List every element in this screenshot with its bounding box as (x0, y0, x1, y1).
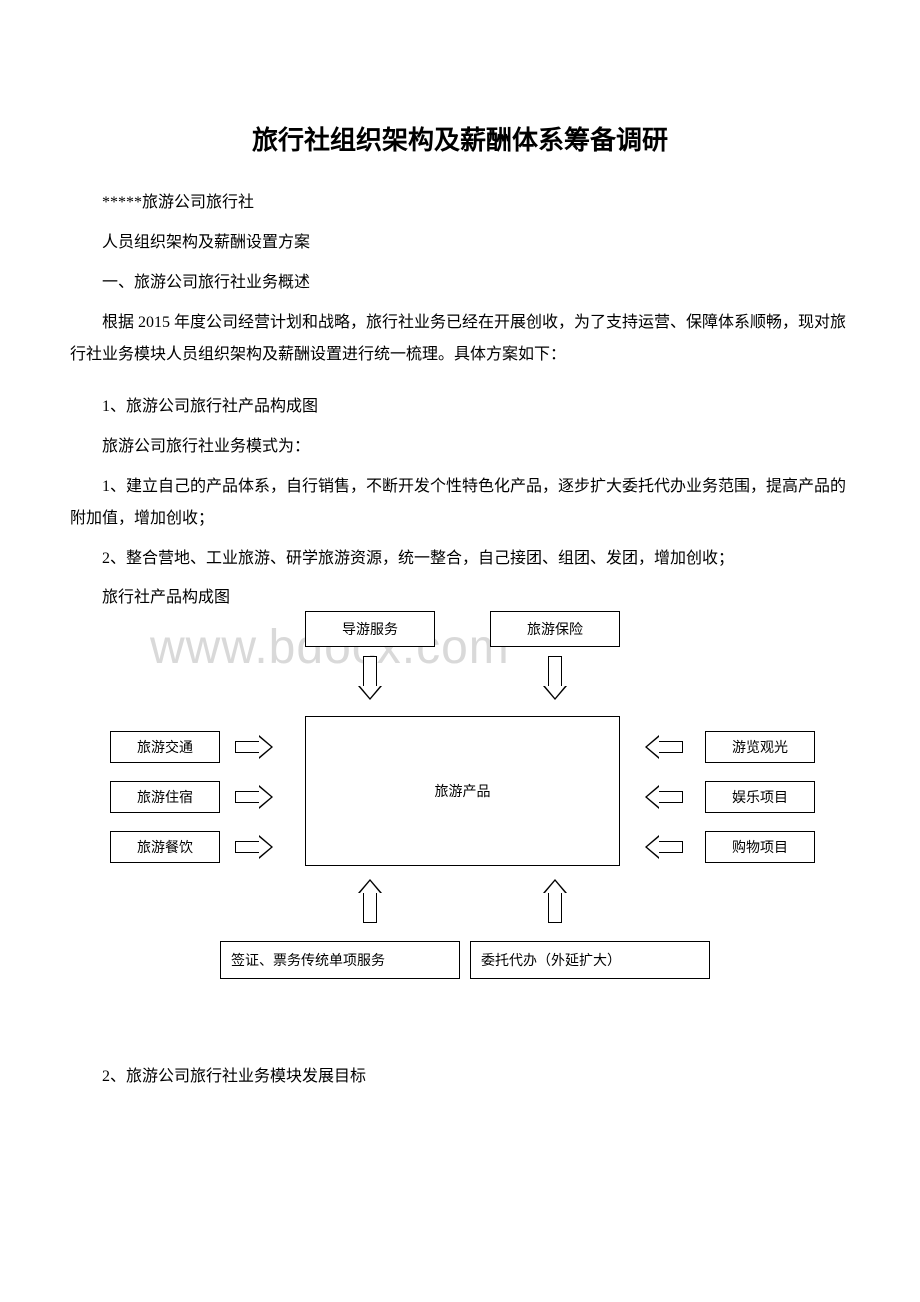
node-sightseeing: 游览观光 (705, 731, 815, 763)
page-title: 旅行社组织架构及薪酬体系筹备调研 (70, 120, 850, 157)
section-heading-1: 一、旅游公司旅行社业务概述 (70, 267, 850, 299)
arrow-left-icon (645, 735, 683, 759)
diagram-caption: 旅行社产品构成图 (70, 583, 850, 607)
node-travel-lodging: 旅游住宿 (110, 781, 220, 813)
node-travel-dining: 旅游餐饮 (110, 831, 220, 863)
node-visa-ticket: 签证、票务传统单项服务 (220, 941, 460, 979)
node-center-product: 旅游产品 (305, 716, 620, 866)
model-item-1: 1、建立自己的产品体系，自行销售，不断开发个性特色化产品，逐步扩大委托代办业务范… (70, 471, 850, 535)
arrow-right-icon (235, 835, 273, 859)
paragraph-subtitle: 人员组织架构及薪酬设置方案 (70, 227, 850, 259)
node-travel-insurance: 旅游保险 (490, 611, 620, 647)
arrow-right-icon (235, 785, 273, 809)
node-guide-service: 导游服务 (305, 611, 435, 647)
paragraph-company: *****旅游公司旅行社 (70, 187, 850, 219)
model-item-2: 2、整合营地、工业旅游、研学旅游资源，统一整合，自己接团、组团、发团，增加创收； (70, 543, 850, 575)
arrow-left-icon (645, 785, 683, 809)
node-shopping: 购物项目 (705, 831, 815, 863)
arrow-up-icon (543, 879, 567, 923)
paragraph-model: 旅游公司旅行社业务模式为： (70, 431, 850, 463)
list-item-1: 1、旅游公司旅行社产品构成图 (70, 391, 850, 423)
list-item-2: 2、旅游公司旅行社业务模块发展目标 (70, 1061, 850, 1093)
arrow-up-icon (358, 879, 382, 923)
node-travel-transport: 旅游交通 (110, 731, 220, 763)
arrow-down-icon (543, 656, 567, 700)
node-entrust-agent: 委托代办（外延扩大） (470, 941, 710, 979)
node-entertainment: 娱乐项目 (705, 781, 815, 813)
arrow-down-icon (358, 656, 382, 700)
product-diagram: 导游服务 旅游保险 旅游交通 旅游住宿 旅游餐饮 旅游产品 游览观光 娱乐项目 … (70, 611, 850, 1031)
arrow-left-icon (645, 835, 683, 859)
arrow-right-icon (235, 735, 273, 759)
paragraph-overview: 根据 2015 年度公司经营计划和战略，旅行社业务已经在开展创收，为了支持运营、… (70, 307, 850, 371)
